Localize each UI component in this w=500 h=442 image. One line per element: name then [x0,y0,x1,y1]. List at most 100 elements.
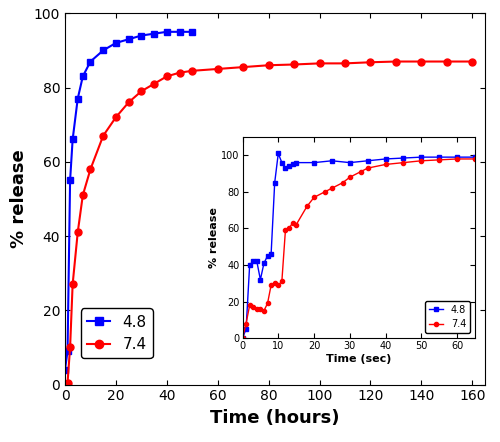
7.4 [293,222,299,228]
4.8 [268,251,274,257]
X-axis label: Time (hours): Time (hours) [210,409,340,427]
4.8 [258,277,264,282]
4.8 [276,151,281,156]
7.4 [246,303,252,308]
7.4 [282,228,288,233]
X-axis label: Time (sec): Time (sec) [326,354,392,364]
7.4 [304,204,310,209]
4.8 [190,29,196,34]
Legend: 4.8, 7.4: 4.8, 7.4 [81,309,152,358]
4.8 [62,367,68,372]
4.8 [272,180,278,185]
7.4 [436,157,442,163]
7.4 [316,61,322,66]
4.8 [243,326,249,332]
7.4 [164,74,170,79]
4.8 [246,263,252,268]
7.4 [358,169,364,175]
Line: 7.4: 7.4 [240,157,477,340]
7.4 [240,335,246,341]
7.4 [126,100,132,105]
7.4 [250,305,256,310]
4.8 [329,158,335,164]
4.8 [138,33,144,38]
7.4 [176,70,182,75]
4.8 [64,348,70,354]
4.8 [290,162,296,167]
7.4 [444,59,450,64]
7.4 [364,165,370,171]
7.4 [290,220,296,225]
7.4 [311,195,317,200]
7.4 [266,63,272,68]
7.4 [113,114,119,120]
4.8 [347,160,353,165]
7.4 [322,189,328,194]
4.8 [126,37,132,42]
7.4 [64,380,70,385]
4.8 [176,29,182,34]
7.4 [88,167,94,172]
4.8 [311,160,317,165]
4.8 [472,155,478,160]
7.4 [261,308,267,313]
7.4 [240,65,246,70]
4.8 [254,259,260,264]
7.4 [268,282,274,288]
7.4 [80,193,86,198]
4.8 [282,165,288,171]
4.8 [261,260,267,266]
7.4 [400,160,406,165]
Line: 4.8: 4.8 [240,152,477,340]
4.8 [264,253,270,259]
7.4 [279,279,285,284]
4.8 [151,31,157,36]
4.8 [164,29,170,34]
7.4 [470,59,476,64]
7.4 [258,306,264,312]
7.4 [418,158,424,164]
4.8 [418,155,424,160]
4.8 [74,96,80,101]
7.4 [291,62,297,67]
7.4 [264,301,270,306]
7.4 [276,282,281,288]
7.4 [138,88,144,94]
4.8 [454,155,460,160]
4.8 [240,335,246,341]
4.8 [100,48,106,53]
7.4 [368,60,374,65]
7.4 [62,382,68,387]
Y-axis label: % release: % release [10,149,28,248]
7.4 [329,186,335,191]
4.8 [293,160,299,165]
Y-axis label: % release: % release [208,207,218,268]
7.4 [243,321,249,326]
7.4 [100,133,106,138]
7.4 [151,81,157,87]
4.8 [286,164,292,169]
4.8 [279,160,285,165]
4.8 [364,158,370,164]
4.8 [80,74,86,79]
7.4 [70,282,75,287]
7.4 [254,306,260,312]
7.4 [214,66,220,72]
7.4 [286,226,292,231]
7.4 [190,68,196,73]
7.4 [340,180,345,185]
7.4 [393,59,399,64]
7.4 [454,156,460,162]
7.4 [382,162,388,167]
7.4 [418,59,424,64]
Legend: 4.8, 7.4: 4.8, 7.4 [424,301,470,333]
7.4 [74,230,80,235]
4.8 [70,137,75,142]
4.8 [67,178,73,183]
7.4 [347,175,353,180]
4.8 [382,156,388,162]
4.8 [88,59,94,64]
4.8 [436,155,442,160]
7.4 [67,345,73,350]
7.4 [272,281,278,286]
